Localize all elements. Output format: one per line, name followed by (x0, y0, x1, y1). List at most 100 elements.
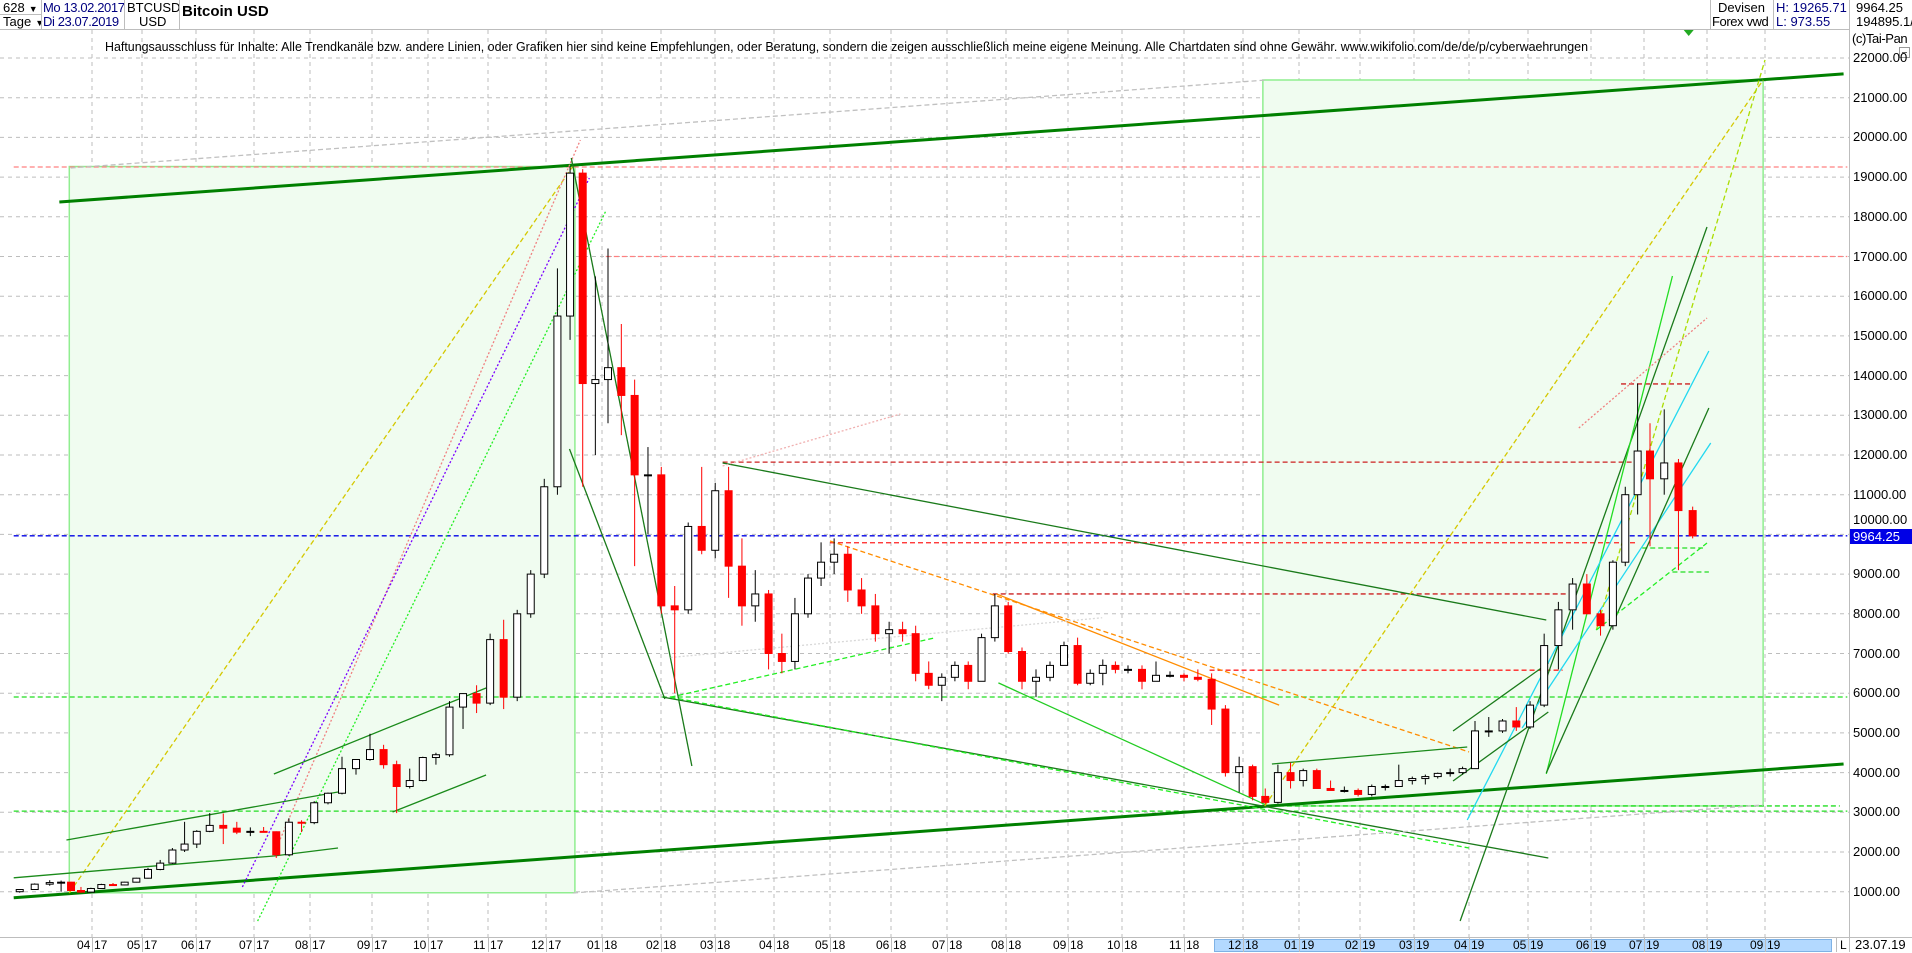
month-label: 04 (1454, 938, 1468, 952)
highlight-box[interactable] (1262, 79, 1764, 807)
trend-line[interactable] (1452, 662, 1549, 732)
collapse-button[interactable] (1899, 47, 1910, 58)
trend-line[interactable] (13, 855, 274, 879)
scale-mode-toggle[interactable]: L (1840, 938, 1847, 952)
year-label: 17 (312, 938, 326, 952)
period-dropdown[interactable]: Tage ▼ (3, 15, 44, 30)
trend-line[interactable] (662, 696, 1549, 859)
candle (1596, 609, 1605, 636)
candle-body (1458, 768, 1467, 774)
trend-line[interactable] (70, 79, 1267, 169)
price-chart[interactable]: Haftungsausschluss für Inhalte: Alle Tre… (0, 0, 1849, 937)
trend-line[interactable] (568, 448, 666, 700)
month-label: 07 (1629, 938, 1643, 952)
candle-body (1193, 676, 1202, 680)
month-label: 09 (1053, 938, 1067, 952)
candle (964, 661, 973, 690)
candle-body (67, 881, 76, 892)
start-date[interactable]: Mo 13.02.2017 (43, 0, 125, 15)
trend-line[interactable] (273, 139, 581, 855)
candle-body (526, 573, 535, 615)
price-axis[interactable] (1849, 29, 1912, 937)
year-label: 18 (832, 938, 846, 952)
candle (617, 323, 626, 436)
year-label: 19 (1709, 938, 1723, 952)
trend-line[interactable] (670, 636, 936, 698)
divider (1710, 0, 1711, 29)
trend-line[interactable] (1271, 746, 1468, 765)
trend-line[interactable] (1545, 275, 1674, 775)
month-label: 04 (77, 938, 91, 952)
candle (109, 882, 117, 887)
trend-line[interactable] (670, 617, 1103, 659)
trend-line[interactable] (996, 593, 1280, 706)
candle-body (964, 664, 973, 682)
trend-line[interactable] (13, 762, 1844, 900)
trend-line[interactable] (68, 165, 574, 894)
candle (324, 792, 332, 805)
candle (67, 881, 76, 892)
candle (1086, 669, 1095, 686)
month-tick (1414, 938, 1415, 952)
trend-line[interactable] (273, 847, 339, 857)
candle (392, 760, 401, 814)
month-tick (1243, 938, 1244, 952)
trend-line[interactable] (1578, 317, 1708, 429)
bars-count-dropdown[interactable]: 628 ▼ (3, 1, 38, 16)
year-label: 18 (1070, 938, 1084, 952)
triangle-down-marker (1683, 30, 1694, 36)
candle (1660, 409, 1669, 495)
candle-body (1261, 795, 1270, 803)
price-tick-label: 20000.00 (1853, 129, 1908, 145)
trend-line[interactable] (573, 804, 1764, 894)
candle-body (1032, 676, 1040, 682)
chart-header: 628 ▼ Tage ▼ Mo 13.02.2017 Di 23.07.2019 B… (0, 0, 1912, 30)
candle-body (57, 881, 66, 884)
divider (179, 0, 180, 29)
month-tick (196, 938, 197, 952)
candle (1646, 423, 1654, 547)
highlight-boxes (68, 79, 1764, 894)
candle-body (76, 890, 85, 893)
candle-body (1633, 450, 1642, 496)
candle-body (180, 843, 189, 851)
candle (1484, 717, 1493, 737)
trend-line[interactable] (722, 413, 901, 467)
trend-line[interactable] (1264, 79, 1764, 807)
candle (1526, 701, 1535, 729)
candle (1221, 705, 1230, 777)
candle (1073, 637, 1082, 686)
minus-icon (1902, 52, 1907, 53)
month-label: 08 (1692, 938, 1706, 952)
candle-body (1152, 674, 1160, 682)
trend-line[interactable] (59, 72, 1844, 204)
month-tick (1299, 938, 1300, 952)
candle (310, 801, 319, 825)
candle (45, 880, 54, 886)
trend-line[interactable] (1459, 226, 1708, 922)
candle (168, 848, 177, 864)
trend-line[interactable] (241, 177, 590, 888)
candle-body (911, 633, 920, 674)
month-tick (1184, 938, 1185, 952)
candle (526, 570, 535, 618)
trend-line[interactable] (392, 774, 487, 813)
candle (591, 276, 600, 455)
month-label: 11 (473, 938, 486, 952)
candle (657, 466, 666, 614)
trend-line[interactable] (273, 687, 487, 775)
trend-line[interactable] (66, 791, 339, 841)
candle-body (843, 553, 852, 591)
trend-line[interactable] (829, 540, 1470, 753)
market: Devisen (1718, 0, 1765, 15)
trend-line[interactable] (998, 682, 1267, 806)
candle (1326, 780, 1335, 791)
month-tick (830, 938, 831, 952)
candle (431, 752, 440, 765)
currency: USD (139, 14, 167, 29)
price-tick-label: 22000.00 (1853, 50, 1908, 65)
trend-line[interactable] (722, 462, 1547, 621)
candle (790, 597, 799, 670)
end-date[interactable]: Di 23.07.2019 (43, 14, 119, 29)
price-tick-label: 8000.00 (1853, 605, 1900, 621)
